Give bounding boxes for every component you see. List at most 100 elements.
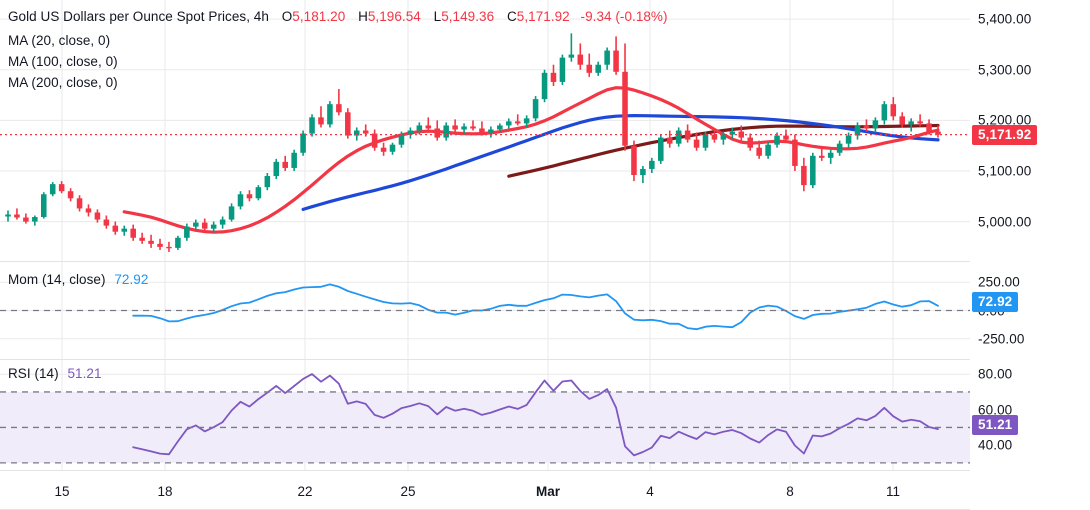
candle-body: [899, 116, 906, 125]
candle-body: [130, 228, 136, 238]
rsi-axis-tick: 80.00: [978, 366, 1013, 382]
candle-body: [193, 222, 199, 227]
time-axis-tick: 8: [786, 484, 794, 499]
candle-body: [121, 228, 128, 232]
chart-title: Gold US Dollars per Ounce Spot Prices, 4…: [8, 9, 269, 24]
candle-body: [23, 217, 29, 222]
legend-momentum[interactable]: Mom (14, close) 72.92: [8, 272, 148, 287]
candle-body: [416, 125, 423, 131]
candle-body: [595, 64, 601, 73]
rsi-value: 51.21: [67, 366, 102, 381]
panel-separator-bottom: [0, 470, 1090, 471]
ohlc-high: H5,196.54: [358, 9, 421, 24]
candle-body: [479, 128, 485, 133]
momentum-value-badge: 72.92: [972, 292, 1019, 313]
candle-body: [792, 139, 798, 166]
candle-body: [550, 72, 557, 82]
candle-body: [497, 125, 503, 130]
time-axis-tick: 22: [297, 484, 313, 499]
candle-body: [103, 219, 110, 226]
candle-body: [559, 57, 566, 82]
momentum-value: 72.92: [114, 272, 149, 287]
price-axis[interactable]: 5,400.00 5,300.00 5,200.00 5,100.00 5,000.00…: [970, 0, 1090, 510]
ma20-line: [122, 86, 940, 234]
candle-body: [470, 126, 476, 129]
candle-body: [568, 54, 575, 58]
time-axis-tick: Mar: [535, 484, 561, 499]
chart-canvas[interactable]: [0, 0, 970, 510]
candle-body: [461, 126, 467, 130]
candle-body: [604, 50, 610, 65]
candle-body: [666, 137, 673, 144]
momentum-axis-tick: 250.00: [978, 274, 1020, 290]
candle-body: [613, 50, 619, 72]
candle-body: [148, 240, 154, 244]
time-axis-tick: 18: [157, 484, 173, 499]
chart-header: Gold US Dollars per Ounce Spot Prices, 4…: [8, 9, 668, 24]
candle-body: [237, 194, 244, 207]
candle-body: [443, 125, 449, 138]
candle-body: [371, 133, 378, 148]
candle-body: [765, 144, 771, 156]
ma100-line: [301, 114, 940, 211]
time-axis-tick: 25: [400, 484, 416, 499]
candle-body: [210, 224, 217, 229]
rsi-value-badge: 51.21: [972, 415, 1019, 436]
candle-body: [76, 198, 83, 209]
candle-body: [783, 135, 789, 140]
legend-ma100[interactable]: MA (100, close, 0): [8, 54, 118, 69]
candle-body: [282, 161, 288, 168]
candle-body: [541, 72, 548, 100]
candle-body: [380, 147, 387, 152]
candle-body: [452, 125, 458, 130]
momentum-label: Mom (14, close): [8, 272, 106, 287]
candle-body: [85, 208, 92, 213]
price-axis-tick: 5,300.00: [978, 62, 1032, 78]
ohlc-open: O5,181.20: [281, 9, 346, 24]
candle-body: [255, 187, 262, 199]
candle-body: [336, 104, 342, 113]
candle-body: [649, 160, 655, 169]
candle-body: [702, 134, 709, 148]
candle-body: [58, 184, 65, 192]
candle-body: [693, 139, 700, 148]
legend-ma200[interactable]: MA (200, close, 0): [8, 75, 118, 90]
panel-separator-mom-rsi: [0, 359, 1090, 360]
candle-body: [810, 155, 816, 186]
candle-body: [353, 130, 360, 136]
candle-body: [917, 121, 923, 124]
candle-body: [309, 117, 315, 134]
ohlc-low: L5,149.36: [433, 9, 495, 24]
time-axis-tick: 4: [646, 484, 654, 499]
price-axis-tick: 5,200.00: [978, 112, 1032, 128]
candle-body: [362, 130, 369, 134]
candle-body: [166, 246, 172, 249]
rsi-axis-tick: 60.00: [978, 402, 1013, 418]
candle-body: [184, 226, 190, 238]
candlestick-series: [5, 33, 941, 252]
candle-body: [291, 152, 297, 168]
candle-body: [5, 214, 11, 217]
legend-ma20[interactable]: MA (20, close, 0): [8, 33, 111, 48]
panel-separator-price-mom: [0, 261, 1090, 262]
momentum-axis-tick: -250.00: [978, 331, 1025, 347]
candle-body: [908, 121, 914, 125]
candle-body: [720, 134, 727, 140]
candle-body: [32, 217, 38, 222]
candle-body: [407, 130, 414, 135]
candle-body: [631, 145, 637, 176]
price-axis-tick: 5,100.00: [978, 163, 1032, 179]
candle-body: [398, 134, 405, 145]
legend-rsi[interactable]: RSI (14) 51.21: [8, 366, 102, 381]
ohlc-close: C5,171.92: [506, 9, 570, 24]
candle-body: [488, 129, 494, 133]
candle-body: [818, 155, 825, 158]
candle-body: [532, 99, 539, 119]
candle-body: [345, 112, 351, 136]
candle-body: [49, 184, 56, 195]
candle-body: [67, 191, 74, 199]
candle-body: [228, 206, 235, 220]
momentum-line: [132, 283, 939, 331]
candle-body: [425, 125, 432, 129]
